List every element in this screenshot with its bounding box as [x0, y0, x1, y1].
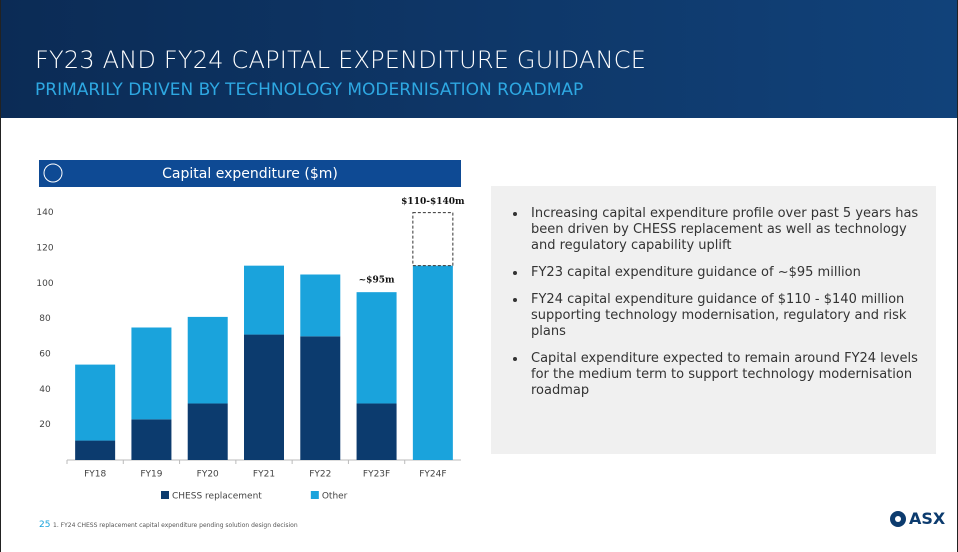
chart-header [39, 160, 461, 187]
x-tick-label: FY20 [197, 470, 219, 480]
x-tick-label: FY23F [363, 470, 390, 480]
bar-segment [244, 334, 284, 460]
y-tick-label: 120 [36, 244, 53, 254]
chart-title: Capital expenditure ($m) [162, 166, 338, 182]
x-tick-label: FY18 [84, 470, 106, 480]
y-tick-label: 80 [39, 314, 51, 324]
bar-segment [356, 292, 397, 404]
legend-label: Other [322, 492, 348, 502]
bar-segment [187, 316, 228, 404]
annotation: ~$95m [359, 276, 395, 286]
bullet: Increasing capital expenditure profile o… [527, 206, 926, 254]
legend-label: CHESS replacement [172, 492, 262, 502]
logo-mark [890, 510, 906, 527]
bar-segment [131, 419, 172, 460]
bar-segment [75, 364, 116, 441]
y-tick-label: 140 [36, 208, 53, 218]
slide-subtitle: PRIMARILY DRIVEN BY TECHNOLOGY MODERNISA… [35, 80, 584, 100]
x-tick-label: FY22 [309, 470, 331, 480]
y-tick-label: 20 [39, 420, 51, 430]
bar-segment [187, 403, 228, 460]
bar-segment [300, 336, 341, 460]
bar-segment [412, 265, 453, 460]
x-tick-label: FY24F [419, 470, 446, 480]
bullet: FY24 capital expenditure guidance of $11… [527, 292, 926, 340]
y-tick-label: 60 [39, 350, 51, 360]
logo-text: ASX [909, 509, 946, 528]
footnote: 1. FY24 CHESS replacement capital expend… [53, 522, 298, 529]
logo: ASX [889, 509, 945, 528]
bar-segment [356, 403, 397, 460]
x-tick-label: FY19 [140, 470, 162, 480]
page-number: 25 [39, 520, 51, 530]
y-tick-label: 100 [36, 279, 53, 289]
bar-segment [131, 327, 172, 420]
legend-swatch [161, 491, 169, 499]
chart-icon [43, 163, 63, 183]
x-tick-label: FY21 [253, 470, 275, 480]
y-tick-label: 40 [39, 385, 51, 395]
bar-segment [75, 440, 116, 460]
header-band [1, 0, 957, 118]
legend-swatch [310, 491, 319, 499]
bar-segment [244, 265, 284, 335]
bullet-panel: Increasing capital expenditure profile o… [491, 186, 936, 454]
bar-segment [300, 274, 341, 337]
guidance-range [412, 212, 454, 267]
slide-title: FY23 AND FY24 CAPITAL EXPENDITURE GUIDAN… [35, 46, 647, 74]
bullet: Capital expenditure expected to remain a… [527, 351, 926, 399]
bullet-list: Increasing capital expenditure profile o… [507, 206, 926, 399]
annotation: $110-$140m [401, 197, 465, 207]
bullet: FY23 capital expenditure guidance of ~$9… [527, 265, 926, 281]
